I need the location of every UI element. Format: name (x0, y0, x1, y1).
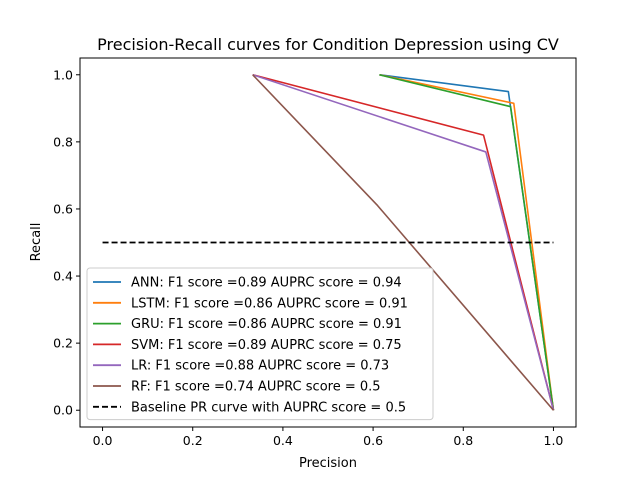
legend-entry-label: ANN: F1 score =0.89 AUPRC score = 0.94 (131, 276, 402, 291)
series-line-5 (252, 74, 555, 411)
plot-area-frame (79, 57, 577, 428)
legend-entry-label: Baseline PR curve with AUPRC score = 0.5 (131, 400, 406, 415)
y-axis-label: Recall (29, 223, 44, 262)
y-tick-label: 1.0 (53, 67, 73, 82)
y-tick-label: 0.4 (53, 269, 73, 284)
y-tick-label: 0.2 (53, 336, 73, 351)
x-tick-label: 0.4 (273, 433, 293, 448)
legend-entry-label: LR: F1 score =0.88 AUPRC score = 0.73 (131, 359, 389, 374)
y-tick-label: 0.0 (53, 403, 73, 418)
series-line-4 (252, 74, 555, 411)
legend: ANN: F1 score =0.89 AUPRC score = 0.94 LS… (86, 267, 434, 421)
chart-title: Precision-Recall curves for Condition De… (97, 35, 559, 54)
series-line-2 (379, 73, 555, 411)
x-tick-label: 0.2 (183, 433, 203, 448)
y-tick-label: 0.8 (53, 134, 73, 149)
legend-box (86, 267, 434, 421)
x-tick-label: 0.6 (363, 433, 383, 448)
legend-entry-label: GRU: F1 score =0.86 AUPRC score = 0.91 (131, 317, 402, 332)
legend-entry-label: RF: F1 score =0.74 AUPRC score = 0.5 (131, 380, 381, 395)
legend-entry-label: SVM: F1 score =0.89 AUPRC score = 0.75 (131, 338, 402, 353)
x-tick-label: 0.0 (93, 433, 113, 448)
x-tick-label: 0.8 (453, 433, 473, 448)
legend-entry-label: LSTM: F1 score =0.86 AUPRC score = 0.91 (131, 296, 408, 311)
x-tick-label: 1.0 (544, 433, 564, 448)
series-line-1 (379, 73, 555, 411)
y-tick-label: 0.6 (53, 201, 73, 216)
x-axis-label: Precision (299, 456, 357, 471)
